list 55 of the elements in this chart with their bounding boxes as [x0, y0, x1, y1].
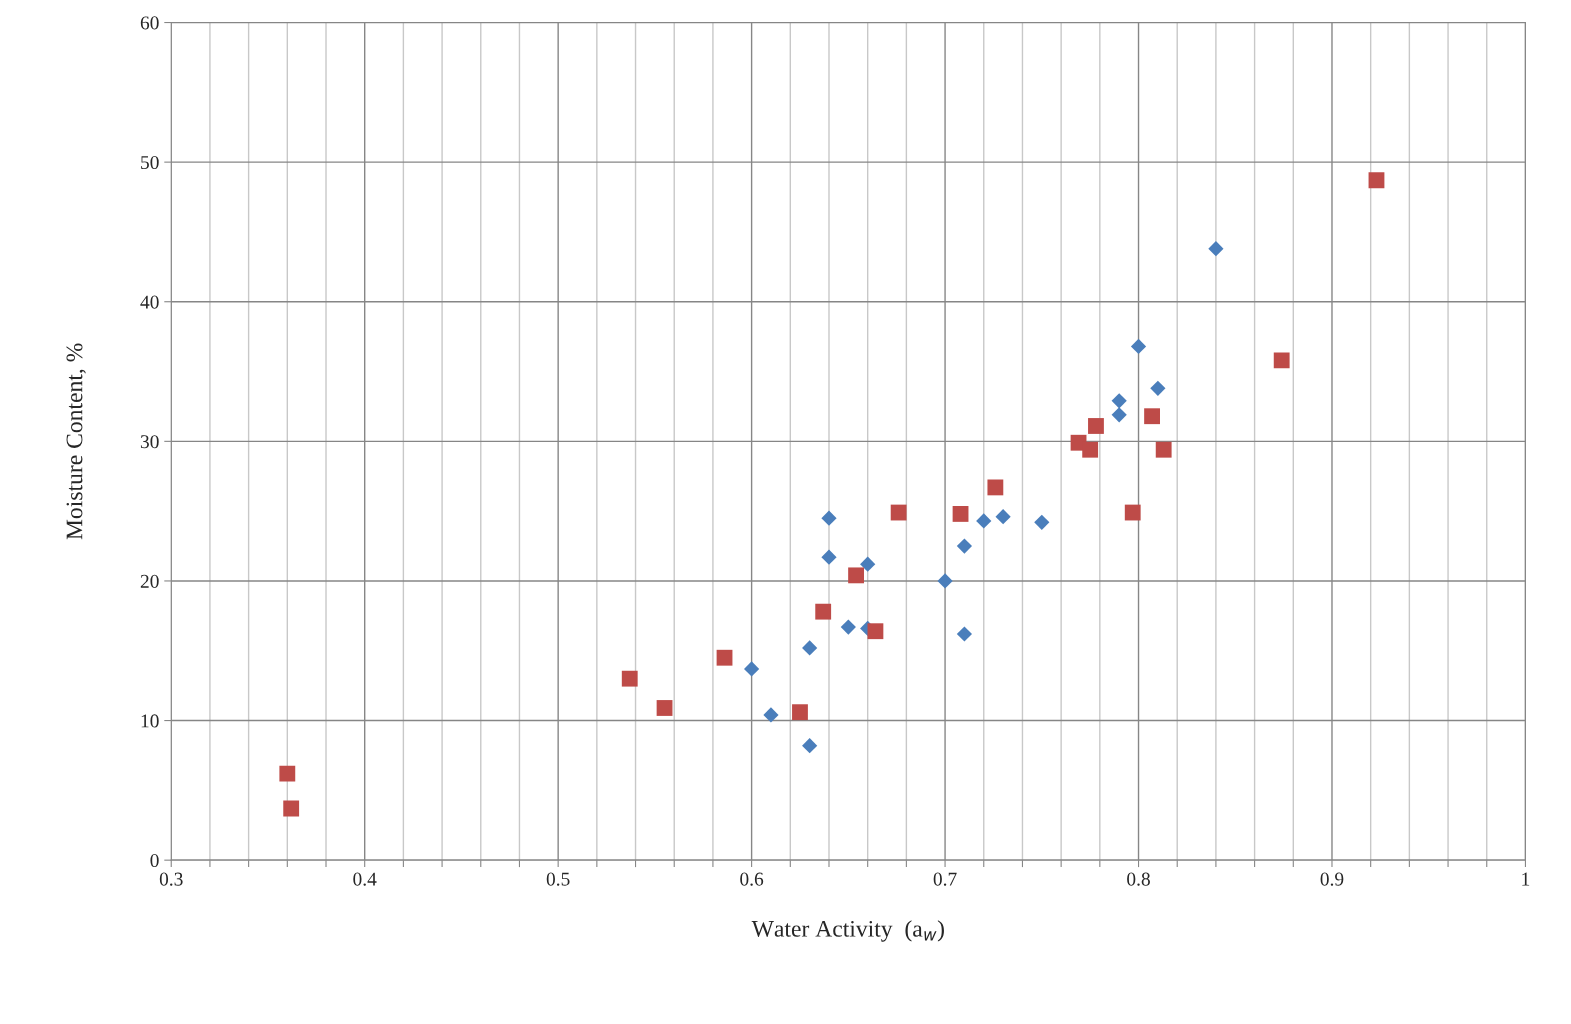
point	[1124, 504, 1141, 521]
x-tick-label: 0.4	[353, 872, 377, 886]
point	[802, 640, 818, 656]
y-tick-label: 30	[140, 435, 159, 449]
y-tick-label: 20	[140, 574, 159, 588]
point	[792, 704, 808, 721]
point	[1208, 241, 1224, 257]
point	[1155, 441, 1172, 458]
x-tick-label: 0.9	[1320, 872, 1344, 886]
point	[763, 707, 779, 723]
point	[867, 623, 884, 640]
point	[1150, 380, 1166, 396]
point	[744, 661, 760, 677]
point	[1368, 172, 1385, 189]
y-tick-label: 0	[150, 853, 159, 868]
point	[821, 549, 837, 565]
point	[952, 506, 969, 522]
x-tick-label: 0.7	[933, 872, 957, 886]
point	[995, 509, 1011, 525]
point	[1088, 418, 1104, 434]
point	[1144, 408, 1160, 425]
x-tick-label: 0.5	[546, 872, 570, 886]
point	[1082, 441, 1099, 458]
x-tick-label: 1	[1522, 872, 1530, 886]
point	[840, 619, 856, 635]
point	[1130, 338, 1147, 355]
y-tick-label: 60	[140, 16, 159, 30]
x-tick-label: 0.3	[159, 872, 183, 886]
point	[279, 765, 296, 782]
point	[956, 626, 973, 642]
point	[621, 670, 638, 687]
y-axis-title: Moisture Content, %	[66, 343, 86, 540]
point	[976, 513, 992, 529]
point	[815, 603, 832, 620]
point	[656, 700, 673, 716]
point	[802, 738, 818, 754]
point	[848, 567, 864, 584]
x-axis-title: Water Activity (a$_{w}$)	[751, 920, 944, 942]
point	[937, 573, 953, 589]
point	[956, 538, 973, 554]
point	[1034, 514, 1050, 530]
x-tick-label: 0.8	[1127, 872, 1150, 886]
y-tick-label: 40	[140, 295, 159, 309]
point	[1111, 393, 1127, 409]
point	[890, 504, 907, 521]
point	[1273, 352, 1290, 369]
y-tick-label: 50	[141, 155, 159, 170]
point	[860, 556, 876, 572]
y-tick-label: 10	[141, 714, 159, 728]
point	[1111, 407, 1127, 423]
point	[821, 510, 837, 526]
point	[987, 479, 1004, 496]
x-tick-label: 0.6	[740, 872, 764, 886]
point	[716, 649, 733, 666]
point	[283, 800, 300, 817]
